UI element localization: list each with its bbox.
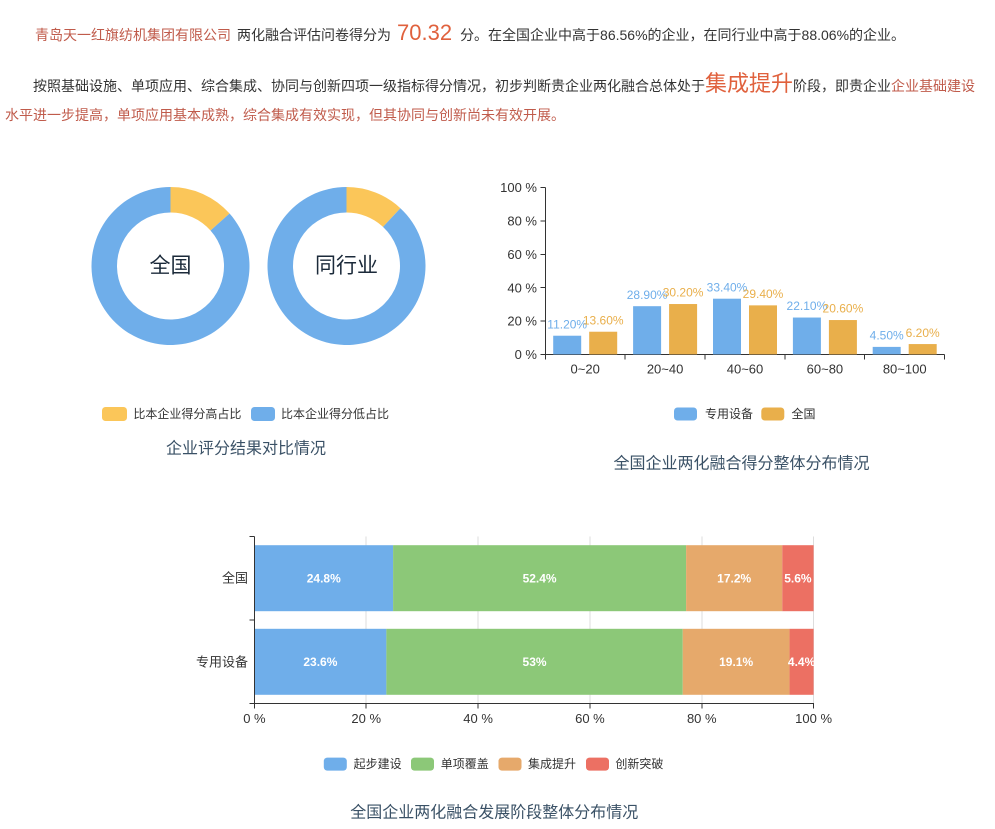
- svg-text:20.60%: 20.60%: [823, 302, 864, 316]
- svg-text:80 %: 80 %: [507, 214, 537, 229]
- svg-text:60~80: 60~80: [807, 361, 844, 376]
- svg-text:专用设备: 专用设备: [705, 406, 753, 421]
- svg-text:40~60: 40~60: [727, 361, 764, 376]
- svg-text:全国: 全国: [792, 406, 816, 421]
- svg-text:20~40: 20~40: [647, 361, 684, 376]
- svg-text:53%: 53%: [523, 655, 547, 669]
- svg-text:比本企业得分高占比: 比本企业得分高占比: [133, 406, 241, 421]
- svg-text:22.10%: 22.10%: [787, 299, 828, 313]
- svg-text:80~100: 80~100: [883, 361, 927, 376]
- svg-text:创新突破: 创新突破: [615, 756, 663, 771]
- svg-text:同行业: 同行业: [315, 255, 378, 278]
- svg-text:28.90%: 28.90%: [627, 288, 668, 302]
- svg-text:0 %: 0 %: [243, 711, 266, 726]
- svg-text:企业评分结果对比情况: 企业评分结果对比情况: [166, 440, 326, 458]
- svg-text:23.6%: 23.6%: [303, 655, 337, 669]
- svg-text:20 %: 20 %: [351, 711, 381, 726]
- svg-text:单项覆盖: 单项覆盖: [441, 757, 489, 771]
- svg-text:6.20%: 6.20%: [906, 326, 940, 340]
- svg-text:4.4%: 4.4%: [788, 655, 816, 669]
- svg-text:40 %: 40 %: [507, 280, 537, 295]
- svg-text:100 %: 100 %: [500, 180, 537, 195]
- svg-text:全国企业两化融合发展阶段整体分布情况: 全国企业两化融合发展阶段整体分布情况: [350, 804, 638, 822]
- svg-text:20 %: 20 %: [507, 314, 537, 329]
- svg-text:全国: 全国: [150, 255, 192, 278]
- svg-text:5.6%: 5.6%: [784, 572, 812, 586]
- svg-text:33.40%: 33.40%: [707, 280, 748, 294]
- svg-text:11.20%: 11.20%: [547, 317, 587, 331]
- svg-text:100 %: 100 %: [795, 711, 832, 726]
- svg-text:集成提升: 集成提升: [528, 756, 576, 771]
- svg-text:专用设备: 专用设备: [196, 654, 248, 669]
- svg-text:13.60%: 13.60%: [583, 313, 624, 327]
- svg-text:0~20: 0~20: [571, 361, 600, 376]
- svg-text:52.4%: 52.4%: [523, 572, 557, 586]
- svg-text:起步建设: 起步建设: [354, 757, 402, 771]
- svg-text:29.40%: 29.40%: [743, 287, 784, 301]
- svg-text:4.50%: 4.50%: [870, 329, 904, 343]
- svg-text:17.2%: 17.2%: [717, 572, 751, 586]
- svg-text:80 %: 80 %: [687, 711, 717, 726]
- svg-text:比本企业得分低占比: 比本企业得分低占比: [281, 406, 389, 421]
- svg-text:19.1%: 19.1%: [719, 655, 753, 669]
- svg-text:24.8%: 24.8%: [307, 572, 341, 586]
- svg-text:30.20%: 30.20%: [663, 286, 704, 300]
- svg-text:全国企业两化融合得分整体分布情况: 全国企业两化融合得分整体分布情况: [613, 455, 869, 473]
- svg-text:全国: 全国: [222, 571, 248, 586]
- svg-text:40 %: 40 %: [463, 711, 493, 726]
- svg-text:60 %: 60 %: [575, 711, 605, 726]
- svg-text:0 %: 0 %: [515, 347, 538, 362]
- svg-text:60 %: 60 %: [507, 247, 537, 262]
